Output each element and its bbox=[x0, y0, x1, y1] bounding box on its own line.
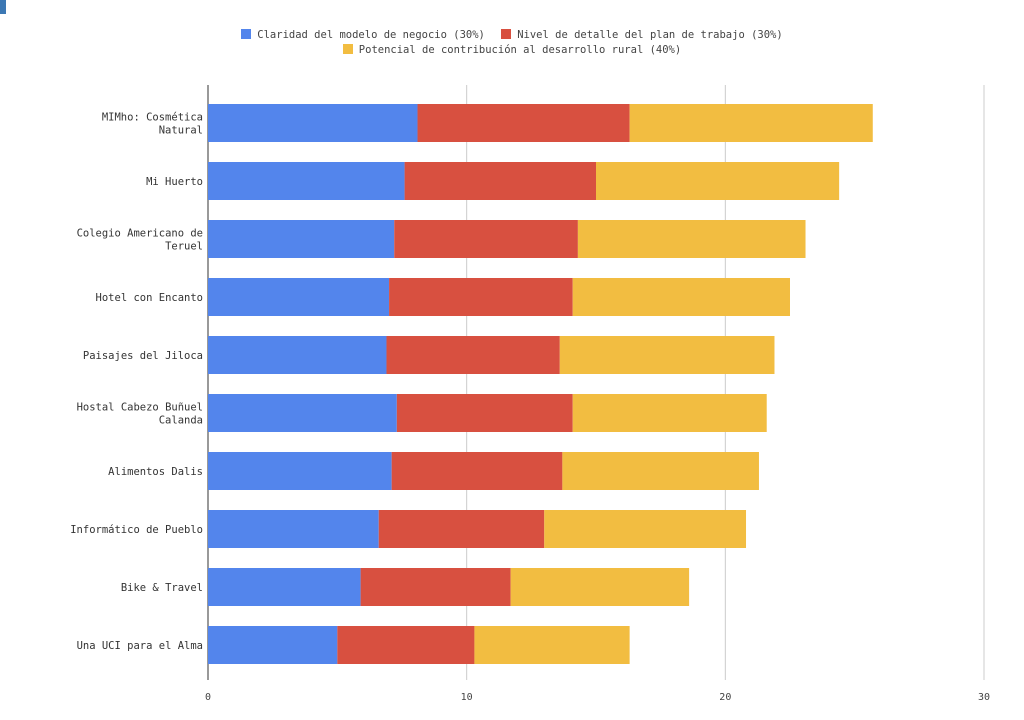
bar-segment bbox=[208, 626, 338, 664]
category-label: Colegio Americano de Teruel bbox=[77, 228, 203, 253]
bar-segment bbox=[404, 162, 596, 200]
bar-segment bbox=[417, 104, 630, 142]
corner-mark bbox=[0, 0, 6, 14]
category-label: Informático de Pueblo bbox=[70, 524, 203, 536]
chart-legend: Claridad del modelo de negocio (30%) Niv… bbox=[0, 28, 1024, 58]
bar-segment bbox=[208, 162, 405, 200]
category-label: Bike & Travel bbox=[121, 582, 203, 594]
bar-segment bbox=[474, 626, 630, 664]
bar-segment bbox=[208, 568, 361, 606]
legend-swatch bbox=[342, 44, 353, 54]
x-tick-label: 0 bbox=[205, 692, 211, 703]
bar-segment bbox=[208, 336, 387, 374]
bar-segment bbox=[596, 162, 840, 200]
bar-segment bbox=[629, 104, 873, 142]
legend-row-2: Potencial de contribución al desarrollo … bbox=[0, 43, 1024, 58]
bar-segment bbox=[208, 510, 379, 548]
bar-segment bbox=[510, 568, 690, 606]
category-label: Hotel con Encanto bbox=[96, 292, 203, 304]
bar-segment bbox=[208, 394, 397, 432]
x-tick-label: 10 bbox=[461, 692, 473, 703]
category-label: Alimentos Dalis bbox=[108, 466, 203, 478]
bar-segment bbox=[208, 452, 392, 490]
legend-swatch bbox=[241, 29, 252, 39]
bar-segment bbox=[559, 336, 775, 374]
bar-segment bbox=[544, 510, 747, 548]
bar-segment bbox=[389, 278, 573, 316]
x-tick-label: 30 bbox=[978, 692, 990, 703]
bar-segment bbox=[208, 104, 418, 142]
bar-segment bbox=[577, 220, 806, 258]
bar-segment bbox=[396, 394, 573, 432]
legend-label: Potencial de contribución al desarrollo … bbox=[358, 44, 682, 56]
x-tick-label: 20 bbox=[719, 692, 731, 703]
legend-row-1: Claridad del modelo de negocio (30%) Niv… bbox=[0, 28, 1024, 43]
legend-label: Claridad del modelo de negocio (30%) bbox=[257, 29, 485, 41]
bar-segment bbox=[391, 452, 563, 490]
category-label: Hostal Cabezo Buñuel Calanda bbox=[77, 402, 203, 427]
bar-segment bbox=[394, 220, 578, 258]
legend-swatch bbox=[501, 29, 512, 39]
bar-segment bbox=[360, 568, 511, 606]
category-label: Paisajes del Jiloca bbox=[83, 350, 203, 362]
bar-segment bbox=[337, 626, 475, 664]
bar-segment bbox=[572, 278, 790, 316]
bar-segment bbox=[208, 278, 390, 316]
bar-segment bbox=[208, 220, 395, 258]
bar-segment bbox=[562, 452, 759, 490]
category-label: MIMho: Cosmética Natural bbox=[102, 112, 203, 137]
legend-item-potencial: Potencial de contribución al desarrollo … bbox=[342, 43, 682, 58]
bar-segment bbox=[378, 510, 545, 548]
category-label: Una UCI para el Alma bbox=[77, 640, 203, 652]
bar-segment bbox=[386, 336, 560, 374]
legend-item-claridad: Claridad del modelo de negocio (30%) bbox=[241, 28, 485, 43]
legend-item-nivel: Nivel de detalle del plan de trabajo (30… bbox=[501, 28, 783, 43]
category-label: Mi Huerto bbox=[146, 176, 203, 188]
bar-segment bbox=[572, 394, 767, 432]
legend-label: Nivel de detalle del plan de trabajo (30… bbox=[517, 29, 783, 41]
